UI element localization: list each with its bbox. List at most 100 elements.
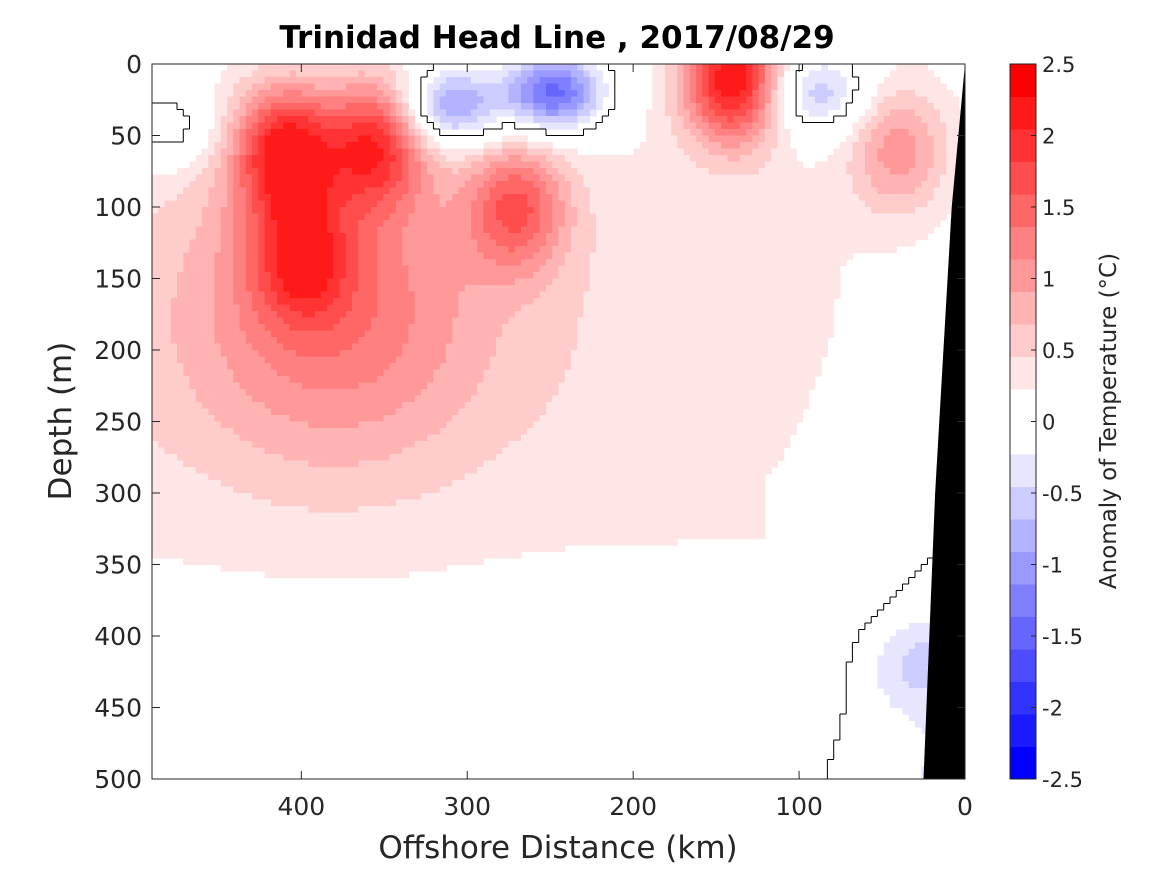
field-cell [658, 311, 666, 319]
field-cell [664, 350, 672, 358]
field-cell [458, 83, 466, 91]
field-cell [258, 317, 266, 325]
field-cell [827, 83, 835, 91]
field-cell [370, 317, 378, 325]
field-cell [520, 83, 528, 91]
field-cell [227, 90, 234, 98]
field-cell [914, 174, 922, 182]
field-cell [470, 259, 478, 267]
field-cell [545, 64, 553, 72]
field-cell [652, 90, 660, 98]
field-cell [427, 135, 435, 143]
field-cell [596, 83, 603, 91]
field-cell [358, 259, 366, 267]
field-cell [739, 142, 747, 150]
field-cell [177, 200, 184, 208]
field-cell [883, 96, 891, 104]
field-cell [370, 103, 378, 111]
field-cell [889, 168, 897, 176]
field-cell [227, 155, 234, 163]
field-cell [533, 70, 541, 78]
field-cell [370, 265, 378, 273]
field-cell [233, 330, 241, 338]
field-cell [758, 96, 766, 104]
field-cell [289, 298, 297, 306]
field-cell [345, 259, 353, 267]
field-cell [589, 304, 597, 312]
field-cell [689, 213, 697, 221]
field-cell [596, 298, 603, 306]
field-cell [652, 70, 660, 78]
field-cell [589, 90, 597, 98]
field-cell [871, 155, 879, 163]
field-cell [427, 265, 435, 273]
field-cell [864, 161, 872, 169]
field-cell [514, 317, 522, 325]
field-cell [739, 285, 747, 293]
field-cell [927, 187, 935, 195]
field-cell [458, 168, 466, 176]
field-cell [483, 350, 491, 358]
field-cell [608, 213, 616, 221]
field-cell [902, 77, 910, 85]
field-cell [602, 233, 610, 241]
field-cell [839, 239, 847, 247]
field-cell [377, 311, 384, 319]
field-cell [164, 220, 172, 228]
field-cell [808, 174, 816, 182]
field-cell [952, 148, 960, 156]
field-cell [571, 239, 578, 247]
field-cell [527, 142, 535, 150]
field-cell [277, 148, 284, 156]
field-cell [614, 278, 622, 286]
field-cell [833, 265, 841, 273]
field-cell [508, 155, 516, 163]
field-cell [864, 226, 872, 234]
field-cell [402, 311, 409, 319]
field-cell [327, 103, 334, 111]
field-cell [796, 265, 803, 273]
field-cell [558, 285, 566, 293]
field-cell [777, 148, 785, 156]
field-cell [289, 142, 297, 150]
field-cell [558, 330, 566, 338]
field-cell [927, 213, 935, 221]
field-cell [552, 207, 560, 215]
field-cell [758, 213, 766, 221]
field-cell [871, 239, 879, 247]
field-cell [783, 285, 791, 293]
field-cell [708, 317, 716, 325]
field-cell [433, 317, 441, 325]
field-cell [552, 103, 560, 111]
field-cell [646, 213, 653, 221]
field-cell [639, 285, 647, 293]
field-cell [627, 155, 635, 163]
field-cell [395, 337, 403, 345]
field-cell [339, 161, 347, 169]
field-cell [258, 64, 266, 72]
field-cell [358, 220, 366, 228]
field-cell [289, 70, 297, 78]
field-cell [245, 239, 253, 247]
field-cell [539, 220, 547, 228]
field-cell [552, 350, 560, 358]
field-cell [777, 187, 785, 195]
field-cell [252, 233, 259, 241]
field-cell [821, 298, 829, 306]
field-cell [345, 96, 353, 104]
field-cell [364, 226, 372, 234]
field-cell [633, 304, 641, 312]
field-cell [602, 90, 610, 98]
field-cell [414, 161, 422, 169]
field-cell [289, 83, 297, 91]
field-cell [477, 285, 485, 293]
field-cell [489, 142, 497, 150]
field-cell [758, 77, 766, 85]
field-cell [470, 155, 478, 163]
field-cell [408, 129, 416, 137]
field-cell [227, 330, 234, 338]
field-cell [377, 356, 384, 364]
field-cell [164, 291, 172, 299]
field-cell [477, 83, 485, 91]
